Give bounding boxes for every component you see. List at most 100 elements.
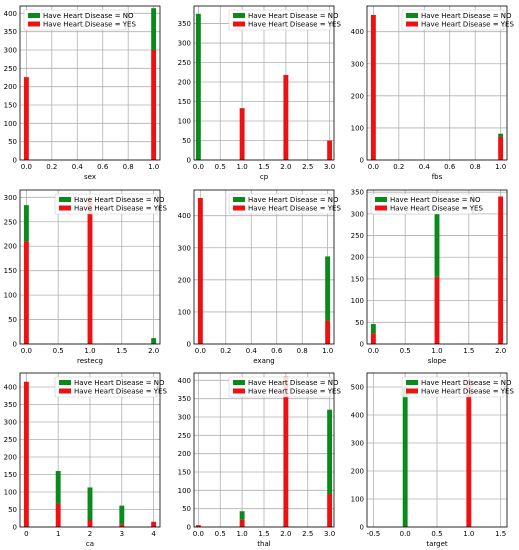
y-tick-label: 250 (4, 65, 17, 73)
x-axis-label: ca (86, 540, 94, 548)
y-tick-label: 150 (351, 275, 364, 283)
bar-no (87, 487, 93, 520)
legend-swatch (406, 13, 418, 18)
x-tick-label: 0.6 (271, 347, 283, 355)
y-tick-label: 100 (351, 124, 364, 132)
x-tick-label: 0.8 (470, 163, 481, 171)
x-tick-label: 2.0 (495, 347, 506, 355)
legend-swatch (406, 380, 418, 385)
bar-yes (151, 50, 157, 160)
y-tick-label: 200 (178, 79, 191, 87)
legend-label: Have Heart Disease = YES (248, 388, 341, 396)
bar-no (402, 387, 408, 527)
y-tick-label: 300 (4, 419, 17, 427)
bar-no (23, 205, 29, 242)
x-tick-label: 4 (151, 530, 156, 538)
x-tick-label: 0.2 (46, 163, 57, 171)
x-tick-label: 1.0 (237, 530, 248, 538)
y-tick-label: 400 (351, 412, 364, 420)
x-tick-label: 0.0 (368, 347, 379, 355)
x-axis-label: target (426, 540, 448, 548)
y-tick-label: 400 (351, 28, 364, 36)
bar-yes (197, 198, 203, 344)
x-axis-label: restecg (77, 357, 103, 365)
x-tick-label: 1 (56, 530, 60, 538)
y-tick-label: 100 (178, 308, 191, 316)
x-tick-label: 0.5 (215, 530, 226, 538)
legend-label: Have Heart Disease = NO (390, 196, 481, 204)
bar-no (498, 133, 504, 137)
y-tick-label: 50 (8, 138, 17, 146)
y-tick-label: 0 (187, 341, 191, 349)
x-tick-label: 0.0 (21, 347, 32, 355)
x-tick-label: 1.0 (237, 163, 248, 171)
bar-no (119, 505, 125, 525)
x-tick-label: 0.8 (123, 163, 134, 171)
x-tick-label: 1.5 (116, 347, 127, 355)
x-tick-label: 0.0 (21, 163, 32, 171)
x-tick-label: 1.5 (258, 163, 269, 171)
y-tick-label: 300 (351, 210, 364, 218)
y-tick-label: 0 (13, 524, 17, 532)
legend-label: Have Heart Disease = YES (421, 388, 514, 396)
bar-yes (498, 136, 504, 160)
x-axis-label: fbs (432, 173, 443, 181)
x-tick-label: 1.0 (148, 163, 159, 171)
legend-label: Have Heart Disease = NO (74, 379, 165, 387)
y-tick-label: 300 (4, 194, 17, 202)
axes-frame (193, 189, 335, 345)
legend-swatch (59, 388, 71, 394)
x-tick-label: 0.2 (393, 163, 404, 171)
legend-swatch (375, 205, 387, 211)
bar-yes (87, 520, 93, 527)
y-tick-label: 100 (178, 118, 191, 126)
y-tick-label: 200 (178, 450, 191, 458)
x-tick-label: -0.5 (367, 530, 381, 538)
y-tick-label: 350 (178, 20, 191, 28)
x-tick-label: 3.0 (324, 530, 335, 538)
legend-label: Have Heart Disease = NO (74, 196, 165, 204)
x-tick-label: 0.5 (215, 163, 226, 171)
y-tick-label: 300 (4, 47, 17, 55)
bar-yes (119, 524, 125, 527)
legend-swatch (233, 197, 245, 202)
bar-yes (498, 196, 504, 344)
axes-frame (366, 5, 508, 161)
y-tick-label: 150 (4, 471, 17, 479)
y-tick-label: 300 (178, 40, 191, 48)
y-tick-label: 250 (351, 232, 364, 240)
axes-frame (193, 5, 335, 161)
y-tick-label: 350 (351, 189, 364, 197)
x-tick-label: 1.0 (84, 347, 95, 355)
y-tick-label: 0 (360, 341, 364, 349)
x-tick-label: 0.6 (444, 163, 456, 171)
bar-yes (239, 108, 245, 160)
legend-box (228, 9, 332, 31)
x-tick-label: 2.0 (280, 163, 291, 171)
bar-yes (325, 320, 331, 344)
y-tick-label: 0 (13, 341, 17, 349)
x-tick-label: 0.0 (368, 163, 379, 171)
y-tick-label: 250 (178, 432, 191, 440)
y-tick-label: 350 (178, 395, 191, 403)
legend-label: Have Heart Disease = YES (248, 205, 341, 213)
x-tick-label: 1.0 (495, 163, 506, 171)
y-tick-label: 0 (13, 157, 17, 165)
x-tick-label: 0.4 (419, 163, 431, 171)
x-tick-label: 0.8 (297, 347, 308, 355)
y-tick-label: 200 (4, 243, 17, 251)
subplot-cp: 0.0 0.5 1.0 1.5 2.0 2.5 3.0 0 50 100 150 200 250 300 3… (178, 5, 341, 181)
y-tick-label: 0 (360, 524, 364, 532)
bar-yes (327, 494, 333, 527)
x-tick-label: 1.5 (463, 347, 474, 355)
y-tick-label: 150 (178, 469, 191, 477)
legend-swatch (59, 205, 71, 211)
x-tick-label: 0.0 (193, 530, 204, 538)
legend-swatch (406, 21, 418, 27)
axes-frame (366, 372, 508, 528)
y-tick-label: 100 (4, 120, 17, 128)
legend-box (401, 376, 505, 398)
x-tick-label: 3 (120, 530, 124, 538)
